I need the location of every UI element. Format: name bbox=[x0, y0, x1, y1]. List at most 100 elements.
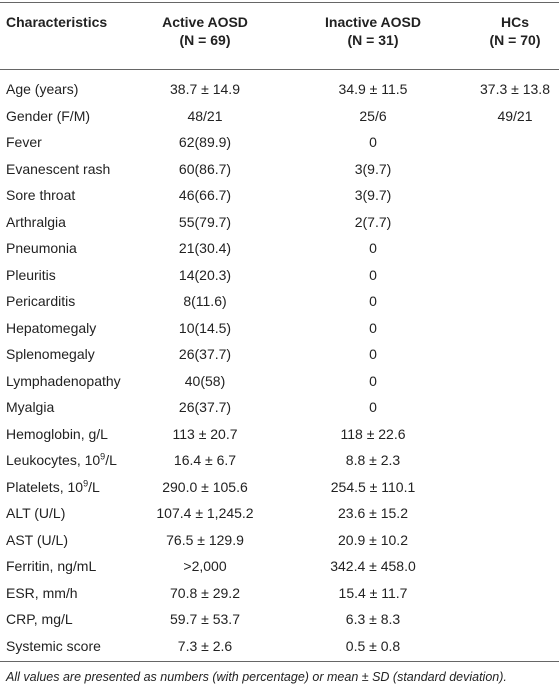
cell-text: 0 bbox=[369, 372, 377, 389]
cell: 37.3 ± 13.8 bbox=[471, 70, 559, 103]
cell: 118 ± 22.6 bbox=[275, 421, 471, 448]
cell-text: 0 bbox=[369, 399, 377, 416]
cell-text: 26(37.7) bbox=[178, 399, 232, 416]
cell: 3(9.7) bbox=[275, 156, 471, 183]
table-row: Sore throat 46(66.7) 3(9.7) bbox=[0, 182, 559, 209]
cell bbox=[471, 129, 559, 156]
label-text: ESR, mm/h bbox=[6, 584, 78, 601]
cell: 62(89.9) bbox=[135, 129, 275, 156]
header-cell: Inactive AOSD (N = 31) bbox=[275, 2, 471, 70]
cell-text: 46(66.7) bbox=[178, 187, 232, 204]
row-label: Arthralgia bbox=[0, 209, 135, 236]
label-text: CRP, mg/L bbox=[6, 611, 73, 628]
cell: 16.4 ± 6.7 bbox=[135, 447, 275, 474]
footnote: All values are presented as numbers (wit… bbox=[6, 670, 507, 684]
row-label: Gender (F/M) bbox=[0, 103, 135, 130]
cell-text: 7.3 ± 2.6 bbox=[177, 637, 233, 654]
label-text: Ferritin, ng/mL bbox=[6, 558, 97, 575]
cell-text: 0 bbox=[369, 134, 377, 151]
cell bbox=[471, 368, 559, 395]
header-row: Characteristics Active AOSD (N = 69) Inacti… bbox=[0, 2, 559, 70]
table: Characteristics Active AOSD (N = 69) Inacti… bbox=[0, 2, 559, 662]
header-n: (N = 69) bbox=[179, 32, 231, 48]
table-row: Myalgia 26(37.7) 0 bbox=[0, 394, 559, 421]
cell: 254.5 ± 110.1 bbox=[275, 474, 471, 501]
label-text: Myalgia bbox=[6, 399, 55, 416]
cell-text: 8.8 ± 2.3 bbox=[345, 452, 401, 469]
cell: 342.4 ± 458.0 bbox=[275, 553, 471, 580]
table-row: Pericarditis 8(11.6) 0 bbox=[0, 288, 559, 315]
table-row: AST (U/L) 76.5 ± 129.9 20.9 ± 10.2 bbox=[0, 527, 559, 554]
label-text: ALT (U/L) bbox=[6, 505, 66, 522]
cell: 26(37.7) bbox=[135, 341, 275, 368]
label-text: /L bbox=[88, 478, 100, 495]
label-text: Splenomegaly bbox=[6, 346, 95, 363]
row-label: Hemoglobin, g/L bbox=[0, 421, 135, 448]
table-row: Evanescent rash 60(86.7) 3(9.7) bbox=[0, 156, 559, 183]
cell bbox=[471, 235, 559, 262]
table-row: Platelets, 109/L 290.0 ± 105.6 254.5 ± 110… bbox=[0, 474, 559, 501]
cell-text: 0 bbox=[369, 266, 377, 283]
cell bbox=[471, 606, 559, 633]
cell: 38.7 ± 14.9 bbox=[135, 70, 275, 103]
table-row: Lymphadenopathy 40(58) 0 bbox=[0, 368, 559, 395]
table-row: ALT (U/L) 107.4 ± 1,245.2 23.6 ± 15.2 bbox=[0, 500, 559, 527]
row-label: Lymphadenopathy bbox=[0, 368, 135, 395]
row-label: Evanescent rash bbox=[0, 156, 135, 183]
cell: 8(11.6) bbox=[135, 288, 275, 315]
label-text: Gender (F/M) bbox=[6, 107, 91, 124]
header-cell: Characteristics bbox=[0, 2, 135, 70]
cell bbox=[471, 474, 559, 501]
cell bbox=[471, 421, 559, 448]
row-label: Systemic score bbox=[0, 632, 135, 662]
cell: 59.7 ± 53.7 bbox=[135, 606, 275, 633]
cell-text: 26(37.7) bbox=[178, 346, 232, 363]
label-text: Hemoglobin, g/L bbox=[6, 425, 108, 442]
header-title: Characteristics bbox=[6, 14, 108, 30]
cell: 25/6 bbox=[275, 103, 471, 130]
row-label: Hepatomegaly bbox=[0, 315, 135, 342]
cell bbox=[471, 315, 559, 342]
cell-text: 113 ± 20.7 bbox=[172, 425, 238, 442]
cell-text: 6.3 ± 8.3 bbox=[345, 611, 401, 628]
cell: 48/21 bbox=[135, 103, 275, 130]
cell-text: 55(79.7) bbox=[178, 213, 232, 230]
cell-text: 38.7 ± 14.9 bbox=[170, 81, 240, 98]
label-text: Evanescent rash bbox=[6, 160, 111, 177]
cell: 14(20.3) bbox=[135, 262, 275, 289]
header-cell: HCs (N = 70) bbox=[471, 2, 559, 70]
cell-text: 3(9.7) bbox=[354, 187, 392, 204]
cell-text: 118 ± 22.6 bbox=[340, 425, 406, 442]
table-row: Hemoglobin, g/L 113 ± 20.7 118 ± 22.6 bbox=[0, 421, 559, 448]
cell: 2(7.7) bbox=[275, 209, 471, 236]
cell-text: 0 bbox=[369, 293, 377, 310]
cell bbox=[471, 447, 559, 474]
cell-text: >2,000 bbox=[183, 558, 227, 575]
cell-text: 8(11.6) bbox=[183, 293, 227, 310]
cell: 21(30.4) bbox=[135, 235, 275, 262]
row-label: Myalgia bbox=[0, 394, 135, 421]
cell bbox=[471, 527, 559, 554]
cell bbox=[471, 341, 559, 368]
row-label: Pleuritis bbox=[0, 262, 135, 289]
cell-text: 15.4 ± 11.7 bbox=[338, 584, 408, 601]
row-label: Sore throat bbox=[0, 182, 135, 209]
label-text: Pericarditis bbox=[6, 293, 76, 310]
cell: 26(37.7) bbox=[135, 394, 275, 421]
header-title: Active AOSD bbox=[162, 14, 248, 30]
row-label: Age (years) bbox=[0, 70, 135, 103]
cell-text: 20.9 ± 10.2 bbox=[338, 531, 408, 548]
row-label: ALT (U/L) bbox=[0, 500, 135, 527]
cell-text: 48/21 bbox=[187, 107, 223, 124]
table-row: CRP, mg/L 59.7 ± 53.7 6.3 ± 8.3 bbox=[0, 606, 559, 633]
cell: 0 bbox=[275, 235, 471, 262]
header-title: HCs bbox=[500, 14, 529, 30]
label-text: Fever bbox=[6, 134, 42, 151]
cell bbox=[471, 553, 559, 580]
cell bbox=[471, 262, 559, 289]
cell-text: 0.5 ± 0.8 bbox=[345, 637, 401, 654]
table-row: Hepatomegaly 10(14.5) 0 bbox=[0, 315, 559, 342]
cell: 0 bbox=[275, 288, 471, 315]
table-row: Leukocytes, 109/L 16.4 ± 6.7 8.8 ± 2.3 bbox=[0, 447, 559, 474]
